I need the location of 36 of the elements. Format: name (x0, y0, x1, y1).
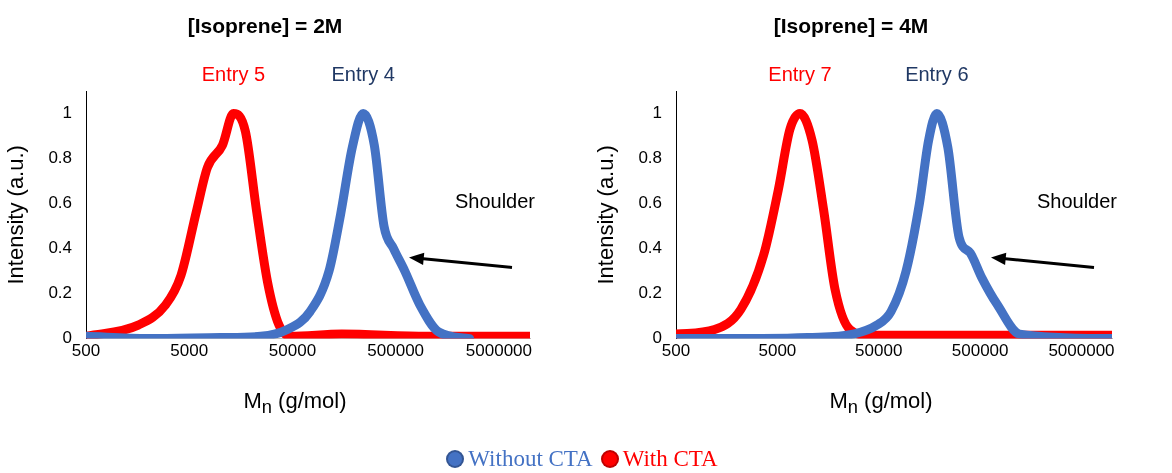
annotation: Shoulder (1036, 189, 1118, 212)
y-tick-label: 0.8 (638, 148, 663, 168)
x-axis-title: M$_{n}$ (g/mol) (828, 388, 934, 419)
y-axis-title: Intensity (a.u.) (593, 145, 619, 285)
annotation: Entry 6 (905, 62, 969, 85)
x-tick-label: 500 (71, 341, 101, 361)
y-axis-title: Intensity (a.u.) (3, 145, 29, 285)
x-tick-label: 500000 (951, 341, 1009, 361)
y-tick-label: 0.6 (48, 193, 73, 213)
chart-title: [Isoprene] = 4M (772, 14, 930, 38)
y-tick-label: 0.6 (638, 193, 663, 213)
legend-label: With CTA (621, 446, 718, 471)
annotation: Entry 4 (331, 62, 395, 85)
x-tick-label: 5000000 (1048, 341, 1115, 361)
x-tick-label: 50000 (268, 341, 317, 361)
y-tick-label: 1 (652, 103, 663, 123)
y-tick-label: 0.4 (638, 238, 663, 258)
x-tick-label: 500000 (367, 341, 425, 361)
x-tick-label: 5000000 (465, 341, 533, 361)
y-tick-label: 0.2 (638, 283, 663, 303)
y-tick-label: 0.4 (48, 238, 73, 258)
y-tick-label: 0.8 (48, 148, 73, 168)
chart-title: [Isoprene] = 2M (186, 14, 344, 38)
x-tick-label: 500 (661, 341, 691, 361)
y-tick-label: 0 (652, 328, 663, 348)
annotation: Entry 5 (201, 62, 266, 85)
annotation: Entry 7 (768, 62, 832, 85)
x-tick-label: 5000 (170, 341, 209, 361)
x-tick-label: 50000 (855, 341, 903, 361)
annotation: Shoulder (454, 189, 536, 212)
y-tick-label: 1 (62, 103, 73, 123)
y-tick-label: 0.2 (48, 283, 73, 303)
x-tick-label: 5000 (758, 341, 797, 361)
x-axis-title: M$_{n}$ (g/mol) (242, 388, 348, 419)
y-tick-label: 0 (62, 328, 73, 348)
legend-label: Without CTA (467, 446, 593, 471)
